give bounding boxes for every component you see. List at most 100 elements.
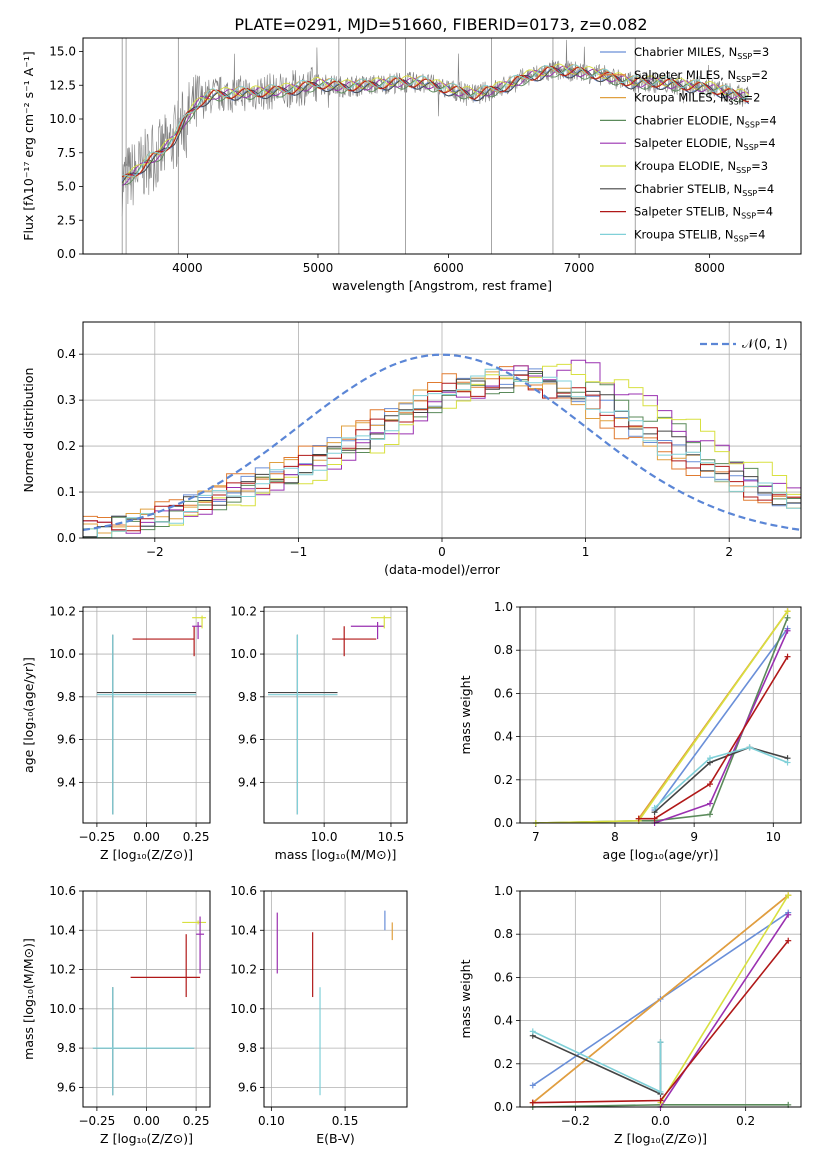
y-tick-label: 0.0: [494, 816, 513, 830]
y-tick-label: 0.0: [57, 531, 76, 545]
x-tick-label: 9: [690, 830, 698, 844]
x-tick-label: −0.25: [79, 830, 116, 844]
x-tick-label: 0.25: [183, 1114, 210, 1128]
legend-subscript: SSP: [741, 212, 756, 221]
legend-value: =3: [752, 45, 769, 59]
y-axis-label: mass weight: [458, 675, 473, 754]
spectrum-panel: 4000 5000 6000 7000 8000 0.0 2.5 5.0 7.5 10.0 12.5…: [21, 37, 802, 293]
x-tick-label: 8: [611, 830, 619, 844]
y-axis-label: mass [log₁₀(M/M⊙)]: [21, 938, 36, 1060]
legend-label: Chabrier ELODIE, NSSP=4: [634, 113, 777, 129]
figure-title: PLATE=0291, MJD=51660, FIBERID=0173, z=0…: [234, 15, 647, 34]
x-tick-label: 7: [532, 830, 540, 844]
gaussian-curve: [83, 353, 801, 531]
y-tick-label: 10.6: [49, 884, 76, 898]
x-tick-label: 0.00: [133, 830, 160, 844]
mass-vs-ebv-panel: 0.10 0.15 9.6 9.8 10.0 10.2 10.4 10.6 E(B-V): [230, 884, 408, 1146]
x-tick-label: 0.15: [332, 1114, 359, 1128]
mass-weight-line: [532, 1034, 662, 1096]
y-tick-label: 0.8: [494, 643, 513, 657]
y-tick-label: 9.4: [57, 775, 76, 789]
model-spectrum-line: [122, 64, 750, 178]
y-tick-label: 0.0: [57, 247, 76, 261]
x-axis-label: E(B-V): [316, 1131, 355, 1146]
weight-vs-age-panel: 7 8 9 10 0.0 0.2 0.4 0.6 0.8 1.0 age [log₁₀(age/yr…: [458, 600, 802, 862]
y-tick-label: 0.6: [494, 970, 513, 984]
y-tick-label: 5.0: [57, 180, 76, 194]
y-tick-label: 0.3: [57, 393, 76, 407]
legend-value: =2: [751, 68, 768, 82]
histogram-step: [83, 368, 801, 538]
legend-value: =3: [751, 159, 768, 173]
x-tick-label: 5000: [303, 261, 334, 275]
x-tick-label: 0.0: [651, 1114, 670, 1128]
mass-weight-line: [654, 746, 788, 809]
y-tick-label: 10.0: [230, 647, 257, 661]
age-vs-Z-panel: −0.25 0.00 0.25 9.4 9.6 9.8 10.0 10.2 Z [log₁₀(Z…: [21, 604, 211, 862]
y-axis-label: age [log₁₀(age/yr)]: [21, 657, 36, 773]
mass-weight-line: [653, 628, 789, 811]
legend-label: Kroupa ELODIE, NSSP=3: [634, 159, 768, 175]
x-tick-label: 0.00: [133, 1114, 160, 1128]
y-tick-label: 0.6: [494, 686, 513, 700]
mass-weight-line: [659, 914, 789, 1107]
legend-label: Kroupa STELIB, NSSP=4: [634, 227, 765, 243]
legend-subscript: SSP: [742, 189, 757, 198]
y-tick-label: 0.4: [57, 347, 76, 361]
legend-label: Chabrier STELIB, NSSP=4: [634, 182, 774, 198]
x-tick-label: 0: [438, 545, 446, 559]
y-tick-label: 10.4: [49, 923, 76, 937]
y-tick-label: 0.8: [494, 927, 513, 941]
y-tick-label: 9.6: [238, 733, 257, 747]
legend-value: =2: [744, 91, 761, 105]
plot-frame: [263, 890, 408, 1108]
x-axis-label: wavelength [Angstrom, rest frame]: [332, 278, 552, 293]
y-tick-label: 9.6: [57, 1080, 76, 1094]
plot-frame: [263, 606, 408, 824]
y-tick-label: 9.6: [57, 733, 76, 747]
legend-label: Chabrier MILES, NSSP=3: [634, 45, 769, 61]
legend-subscript: SSP: [737, 52, 752, 61]
plot-frame: [82, 37, 802, 255]
mass-weight-line: [659, 894, 789, 1104]
mass-weight-line: [535, 610, 789, 823]
y-tick-label: 0.0: [494, 1100, 513, 1114]
legend-subscript: SSP: [729, 98, 744, 107]
y-tick-label: 9.8: [238, 1041, 257, 1055]
mass-weight-line: [535, 617, 789, 823]
legend-label: 𝒩(0, 1): [742, 336, 788, 351]
legend-subscript: SSP: [736, 75, 751, 84]
age-vs-mass-panel: 10.0 10.5 9.4 9.6 9.8 10.0 10.2 mass [log₁₀(M/M…: [230, 604, 408, 862]
y-tick-label: 9.8: [238, 690, 257, 704]
x-axis-label: Z [log₁₀(Z/Z⊙)]: [614, 1131, 707, 1146]
x-axis-label: Z [log₁₀(Z/Z⊙)]: [100, 847, 193, 862]
x-tick-label: 10.5: [378, 830, 405, 844]
weight-vs-Z-panel: −0.2 0.0 0.2 0.0 0.2 0.4 0.6 0.8 1.0 Z [log₁₀(Z/Z…: [458, 884, 802, 1146]
y-tick-label: 1.0: [494, 884, 513, 898]
y-tick-label: 10.0: [49, 1002, 76, 1016]
legend-subscript: SSP: [736, 166, 751, 175]
y-tick-label: 10.2: [49, 963, 76, 977]
y-axis-label: Flux [fλ10⁻¹⁷ erg cm⁻² s⁻¹ A⁻¹]: [21, 51, 36, 240]
data-spectrum-line: [121, 39, 750, 217]
x-tick-label: 10.0: [311, 830, 338, 844]
y-tick-label: 0.2: [494, 1057, 513, 1071]
plot-frame: [82, 321, 802, 539]
x-tick-label: 7000: [564, 261, 595, 275]
y-tick-label: 9.6: [238, 1080, 257, 1094]
x-tick-label: −1: [290, 545, 308, 559]
x-tick-label: 0.2: [736, 1114, 755, 1128]
plot-frame: [519, 890, 802, 1108]
y-tick-label: 12.5: [49, 78, 76, 92]
mass-weight-line: [654, 746, 788, 813]
y-tick-label: 10.6: [230, 884, 257, 898]
legend-value: =4: [749, 227, 766, 241]
legend-value: =4: [759, 136, 776, 150]
y-axis-label: Normed distribution: [21, 368, 36, 493]
x-axis-label: mass [log₁₀(M/M⊙)]: [275, 847, 397, 862]
x-tick-label: −0.2: [561, 1114, 590, 1128]
x-tick-label: 8000: [694, 261, 725, 275]
plot-frame: [519, 606, 802, 824]
x-tick-label: −0.25: [79, 1114, 116, 1128]
